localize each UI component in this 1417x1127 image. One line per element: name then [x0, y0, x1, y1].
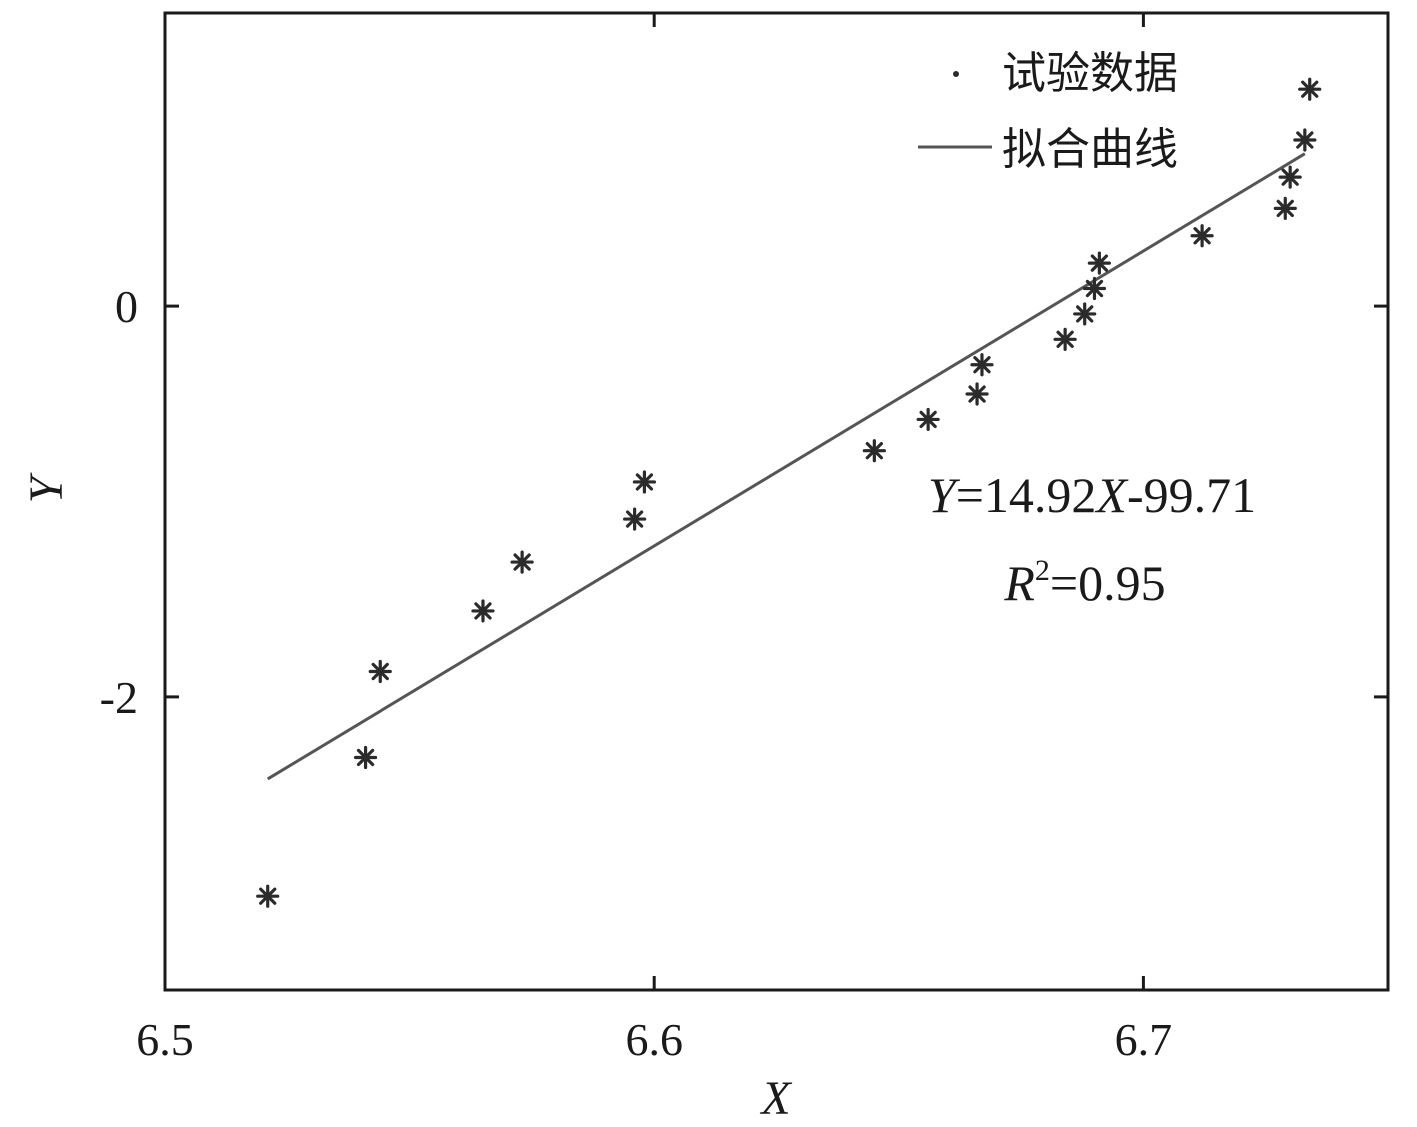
data-point [1273, 196, 1297, 220]
legend-label-scatter: 试验数据 [1002, 48, 1178, 99]
equation-intercept: -99.71 [1127, 467, 1256, 523]
fit-line [266, 152, 1306, 781]
data-point [1073, 302, 1097, 326]
equation-slope: =14.92 [956, 467, 1097, 523]
plot-border [163, 11, 1390, 992]
fit-line-layer [266, 152, 1306, 781]
data-point [1087, 251, 1111, 275]
data-points-layer [256, 77, 1322, 908]
y-tick-label: -2 [100, 672, 138, 723]
plot-frame [163, 11, 1390, 992]
data-point [916, 407, 940, 432]
data-point [1298, 77, 1322, 101]
x-axis-label: X [759, 1072, 792, 1125]
r-squared-symbol: R [1003, 555, 1035, 611]
data-point [965, 382, 989, 406]
equation-y-symbol: Y [928, 467, 961, 523]
r-squared-exponent: 2 [1035, 554, 1050, 587]
axis-ticks: 6.5 6.6 6.7 -2 0 [100, 13, 1388, 1065]
y-axis-label: Y [20, 472, 73, 503]
data-point [256, 884, 280, 908]
data-point [1278, 165, 1302, 189]
r-squared-value: =0.95 [1050, 555, 1166, 611]
data-point [1082, 276, 1107, 301]
legend-marker-scatter [953, 71, 959, 77]
y-tick-label: 0 [115, 281, 138, 332]
equation-x-symbol: X [1094, 467, 1129, 523]
data-point [510, 550, 534, 574]
x-tick-label: 6.7 [1115, 1014, 1173, 1065]
x-tick-label: 6.5 [136, 1014, 194, 1065]
data-point [368, 659, 392, 684]
x-tick-label: 6.6 [625, 1014, 683, 1065]
data-point [862, 439, 886, 463]
fit-equation: Y=14.92X-99.71 [928, 467, 1256, 523]
data-point [471, 599, 495, 623]
data-point [1293, 128, 1317, 152]
legend: 试验数据 拟合曲线 [918, 48, 1178, 175]
data-point [1190, 224, 1214, 248]
data-point [353, 745, 378, 770]
data-point [970, 353, 994, 377]
r-squared: R2=0.95 [1003, 554, 1165, 611]
legend-label-line: 拟合曲线 [1002, 124, 1178, 175]
data-point [1053, 327, 1077, 351]
data-point [623, 507, 647, 531]
data-point [632, 470, 657, 494]
